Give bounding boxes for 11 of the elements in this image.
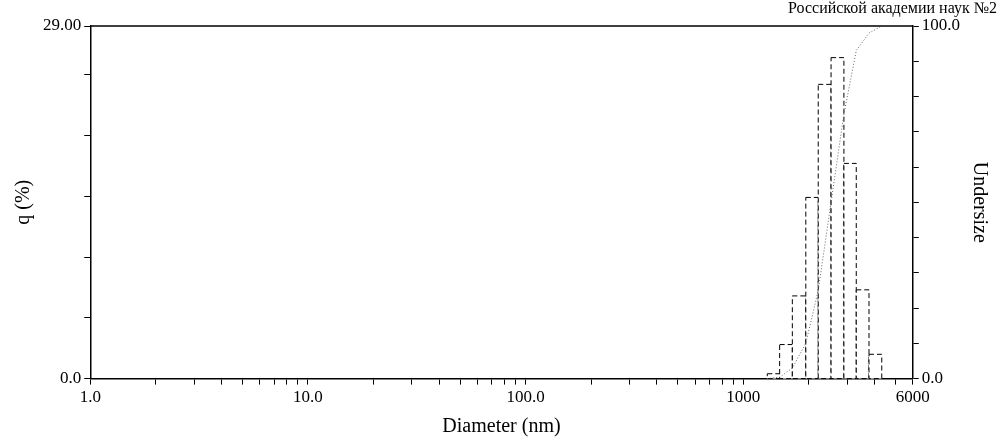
x-axis-title: Diameter (nm) [442, 414, 561, 438]
x-tick-label: 100.0 [506, 387, 545, 407]
x-tick-label: 10.0 [293, 387, 323, 407]
y2-tick-label: 0.0 [921, 368, 943, 388]
y-axis-title: q (%) [11, 179, 35, 225]
y-tick-label: 29.00 [43, 15, 82, 35]
text: Российской академии наук №2 [788, 0, 997, 16]
x-tick-label: 6000 [895, 387, 930, 407]
y2-axis-title: Undersize [969, 161, 992, 243]
x-tick-label: 1000 [726, 387, 761, 407]
x-tick-label: 1.0 [79, 387, 101, 407]
